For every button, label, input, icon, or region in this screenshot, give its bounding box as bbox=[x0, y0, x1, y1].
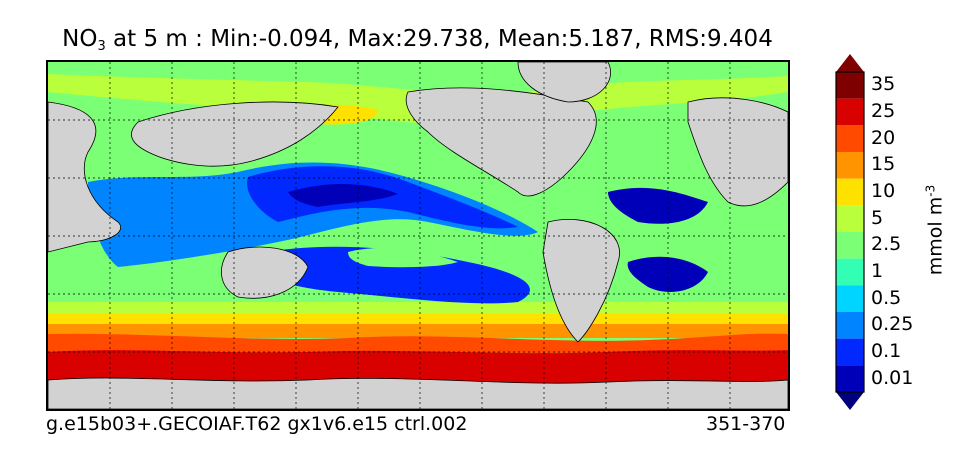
colorbar-tick-label: 5 bbox=[871, 206, 884, 229]
colorbar-tick-label: 2.5 bbox=[871, 233, 902, 256]
graticule bbox=[48, 62, 788, 409]
nitrate-map bbox=[46, 60, 790, 411]
colorbar-segments bbox=[836, 72, 864, 392]
colorbar-tick-label: 1 bbox=[871, 260, 884, 282]
north-america bbox=[405, 87, 597, 197]
unit-exponent: -3 bbox=[923, 184, 938, 197]
colorbar-tick-label: 20 bbox=[871, 126, 896, 149]
plot-title: NO3 at 5 m : Min:-0.094, Max:29.738, Mea… bbox=[0, 26, 835, 54]
antarctica bbox=[48, 377, 788, 409]
south-atlantic-low bbox=[627, 256, 708, 292]
colorbar-segment bbox=[836, 178, 864, 206]
pacific-min bbox=[288, 183, 398, 207]
colorbar-tick-label: 0.25 bbox=[871, 313, 914, 336]
colorbar-segment bbox=[836, 285, 864, 312]
greenland bbox=[517, 62, 611, 103]
south-america bbox=[542, 219, 620, 343]
year-range: 351-370 bbox=[706, 413, 786, 435]
colorbar-extend-low bbox=[836, 392, 864, 410]
colorbar-segment bbox=[836, 98, 864, 126]
colorbar-tick-label: 10 bbox=[871, 180, 896, 202]
colorbar-segment bbox=[836, 258, 864, 286]
europe-africa-east bbox=[687, 97, 788, 207]
colorbar-segment bbox=[836, 72, 864, 99]
north-atlantic-low bbox=[608, 187, 708, 224]
map-canvas bbox=[48, 62, 788, 409]
band-15 bbox=[48, 324, 788, 338]
colorbar-segment bbox=[836, 232, 864, 259]
title-var-subscript: 3 bbox=[97, 39, 106, 54]
colorbar bbox=[835, 54, 865, 410]
colorbar-tick-label: 15 bbox=[871, 153, 896, 176]
eurasia bbox=[131, 101, 339, 167]
australia bbox=[221, 246, 309, 299]
title-stats: at 5 m : Min:-0.094, Max:29.738, Mean:5.… bbox=[105, 26, 773, 52]
colorbar-tick-label: 0.1 bbox=[871, 340, 902, 362]
colorbar-segment bbox=[836, 152, 864, 179]
colorbar-segment bbox=[836, 338, 864, 366]
colorbar-segment bbox=[836, 365, 864, 392]
case-name: g.e15b03+.GECOIAF.T62 gx1v6.e15 ctrl.002 bbox=[46, 413, 468, 435]
colorbar-segment bbox=[836, 205, 864, 232]
colorbar-segment bbox=[836, 312, 864, 339]
colorbar-segment bbox=[836, 125, 864, 152]
colorbar-tick-label: 0.5 bbox=[871, 286, 902, 309]
title-var: NO bbox=[62, 26, 98, 52]
colorbar-extend-high bbox=[836, 54, 864, 72]
unit-text: mmol m bbox=[924, 196, 947, 276]
colorbar-tick-label: 25 bbox=[871, 100, 896, 122]
south-pacific-low bbox=[262, 246, 530, 304]
equatorial-upwelling bbox=[348, 247, 458, 268]
colorbar-unit: mmol m-3 bbox=[923, 185, 946, 275]
colorbar-tick-label: 35 bbox=[871, 73, 896, 96]
africa bbox=[48, 101, 121, 253]
colorbar-frame bbox=[835, 71, 865, 393]
colorbar-tick-label: 0.01 bbox=[871, 366, 914, 389]
